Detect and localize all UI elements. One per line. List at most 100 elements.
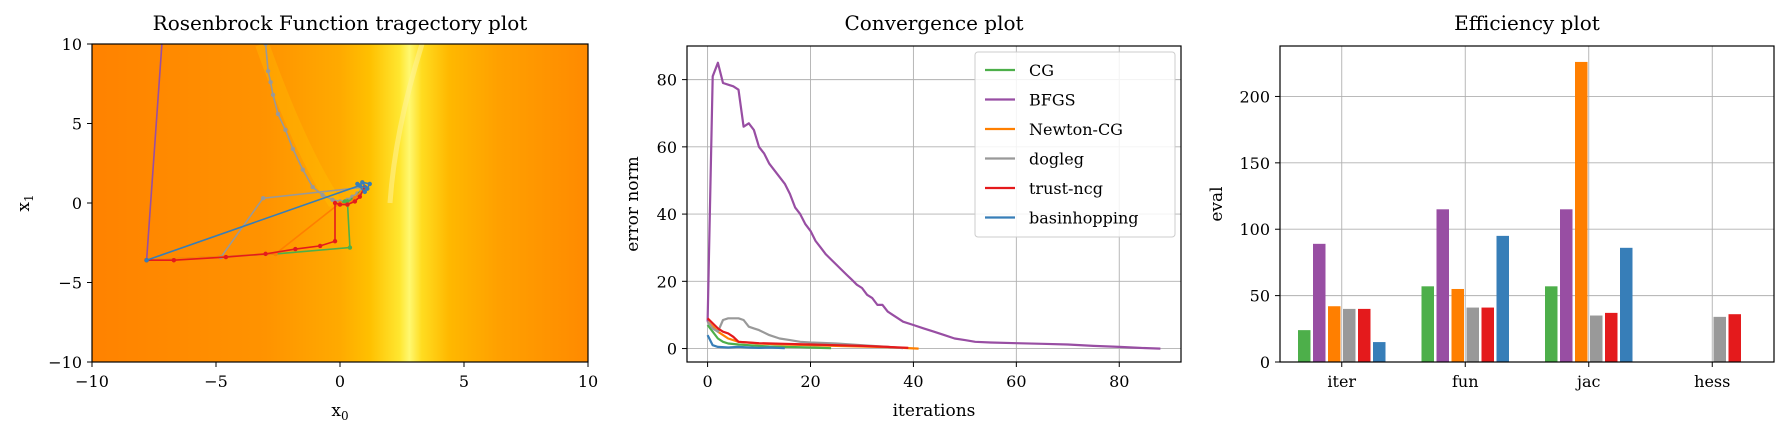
chart2-xtick-label: 20 <box>800 372 820 391</box>
trajectory-point <box>367 181 372 187</box>
trajectory-point <box>300 167 305 172</box>
chart3-ytick-label: 0 <box>1260 353 1270 372</box>
convergence-line-CG <box>706 324 832 350</box>
rosenbrock-valley-left <box>255 44 341 207</box>
chart1-ylabel: x1 <box>14 194 36 211</box>
trajectory-point <box>357 194 363 199</box>
bar-iter-CG <box>1298 330 1311 362</box>
chart2-ytick-label: 80 <box>657 71 677 90</box>
chart3-xtick-label: iter <box>1327 372 1356 391</box>
chart1-ticks: −10 −5 0 5 10 −10 −5 0 5 10 <box>48 35 598 391</box>
chart2-ytick-label: 20 <box>657 272 677 291</box>
trajectory-point <box>290 146 296 152</box>
chart2-ytick-label: 40 <box>657 205 677 224</box>
chart1-xlabel-subscript: 0 <box>341 409 349 423</box>
chart3-ytick-label: 200 <box>1239 87 1270 106</box>
bar-iter-BFGS <box>1313 243 1326 362</box>
chart2-ylabel: error norm <box>623 156 643 252</box>
rosenbrock-valley <box>387 44 425 204</box>
trajectory-point <box>283 127 288 133</box>
bar-iter-dogleg <box>1343 308 1356 362</box>
legend-label-BFGS: BFGS <box>1029 91 1076 110</box>
legend-label-basinhopping: basinhopping <box>1029 209 1139 228</box>
convergence-chart: Convergence plot 0 20 40 60 80 0 20 40 60 80 iter… <box>623 11 1182 421</box>
bar-fun-dogleg <box>1466 307 1479 362</box>
trajectory-point <box>345 202 350 207</box>
trajectory-point <box>275 111 281 117</box>
convergence-series-group <box>706 61 1161 350</box>
bar-jac-basinhopping <box>1620 247 1633 362</box>
bar-jac-dogleg <box>1590 315 1603 362</box>
chart2-legend: CG BFGS Newton-CG dogleg trust-ncg basinhoppi… <box>974 51 1176 238</box>
chart1-xtick-label: −10 <box>75 372 109 391</box>
chart3-xtick-label: fun <box>1452 372 1479 391</box>
bar-fun-CG <box>1421 286 1434 362</box>
chart3-ytick-label: 100 <box>1239 220 1270 239</box>
trajectory-point <box>268 79 273 85</box>
legend-label-Newton-CG: Newton-CG <box>1029 120 1123 139</box>
trajectory-series-group <box>144 44 372 263</box>
chart1-xtick-label: 10 <box>578 372 598 391</box>
legend-label-trust-ncg: trust-ncg <box>1029 179 1103 198</box>
chart1-ytick-label: 0 <box>72 194 82 213</box>
efficiency-bars <box>1298 61 1741 363</box>
bar-hess-dogleg <box>1713 316 1726 362</box>
chart2-ticks: 0 20 40 60 80 0 20 40 60 80 <box>657 71 1130 391</box>
chart2-legend-box <box>974 51 1176 238</box>
chart2-ytick-label: 0 <box>667 340 677 359</box>
trajectory-point <box>223 254 229 260</box>
chart1-ytick-label: −5 <box>58 274 82 293</box>
trajectory-point <box>317 243 323 249</box>
legend-label-CG: CG <box>1029 61 1054 80</box>
bar-fun-trust-ncg <box>1481 307 1494 362</box>
chart2-xlabel: iterations <box>893 401 976 421</box>
bar-jac-BFGS <box>1560 209 1573 362</box>
bar-fun-BFGS <box>1436 209 1449 362</box>
convergence-line-basinhopping <box>706 334 785 350</box>
chart1-title: Rosenbrock Function tragectory plot <box>153 11 528 35</box>
bar-fun-Newton-CG <box>1451 288 1464 362</box>
trajectory-point <box>352 199 358 204</box>
chart3-frame <box>1279 45 1775 363</box>
chart1-xtick-label: 5 <box>459 372 469 391</box>
trajectory-line-0 <box>145 44 163 261</box>
chart3-ytick-label: 50 <box>1250 287 1270 306</box>
chart2-xtick-label: 40 <box>903 372 923 391</box>
trajectory-point <box>332 238 338 244</box>
trajectory-point <box>360 180 365 185</box>
convergence-line-dogleg <box>706 317 904 350</box>
trajectory-point <box>293 246 298 252</box>
chart2-title: Convergence plot <box>844 11 1023 35</box>
bar-jac-trust-ncg <box>1605 312 1618 362</box>
chart1-ytick-label: −10 <box>48 353 82 372</box>
chart1-ytick-label: 5 <box>72 115 82 134</box>
trajectory-point <box>355 181 360 187</box>
chart2-xtick-label: 80 <box>1109 372 1129 391</box>
chart3-ticks: iter fun jac hess 0 50 100 150 200 <box>1239 87 1730 391</box>
trajectory-point <box>265 68 271 74</box>
chart1-xtick-label: −5 <box>204 372 228 391</box>
chart3-ytick-label: 150 <box>1239 154 1270 173</box>
chart2-xtick-label: 0 <box>702 372 712 391</box>
convergence-line-BFGS <box>706 61 1161 350</box>
chart2-ytick-label: 60 <box>657 138 677 157</box>
trajectory-point <box>171 258 177 263</box>
trajectory-point <box>270 92 276 98</box>
chart3-xtick-label: hess <box>1694 372 1730 391</box>
chart1-ytick-label: 10 <box>62 35 82 54</box>
bar-hess-trust-ncg <box>1728 314 1741 362</box>
chart2-xtick-label: 60 <box>1006 372 1026 391</box>
chart1-ylabel-subscript: 1 <box>22 194 36 202</box>
legend-label-dogleg: dogleg <box>1029 150 1084 169</box>
bar-iter-Newton-CG <box>1328 306 1341 362</box>
trajectory-point <box>330 197 335 203</box>
chart3-title: Efficiency plot <box>1454 11 1600 35</box>
trajectory-point <box>320 192 325 198</box>
trajectory-point <box>365 186 370 191</box>
trajectory-point <box>144 258 149 263</box>
bar-iter-trust-ncg <box>1358 308 1371 362</box>
bar-jac-CG <box>1545 286 1558 362</box>
chart1-xtick-label: 0 <box>335 372 345 391</box>
bar-iter-basinhopping <box>1373 342 1386 362</box>
trajectory-point <box>342 199 348 204</box>
